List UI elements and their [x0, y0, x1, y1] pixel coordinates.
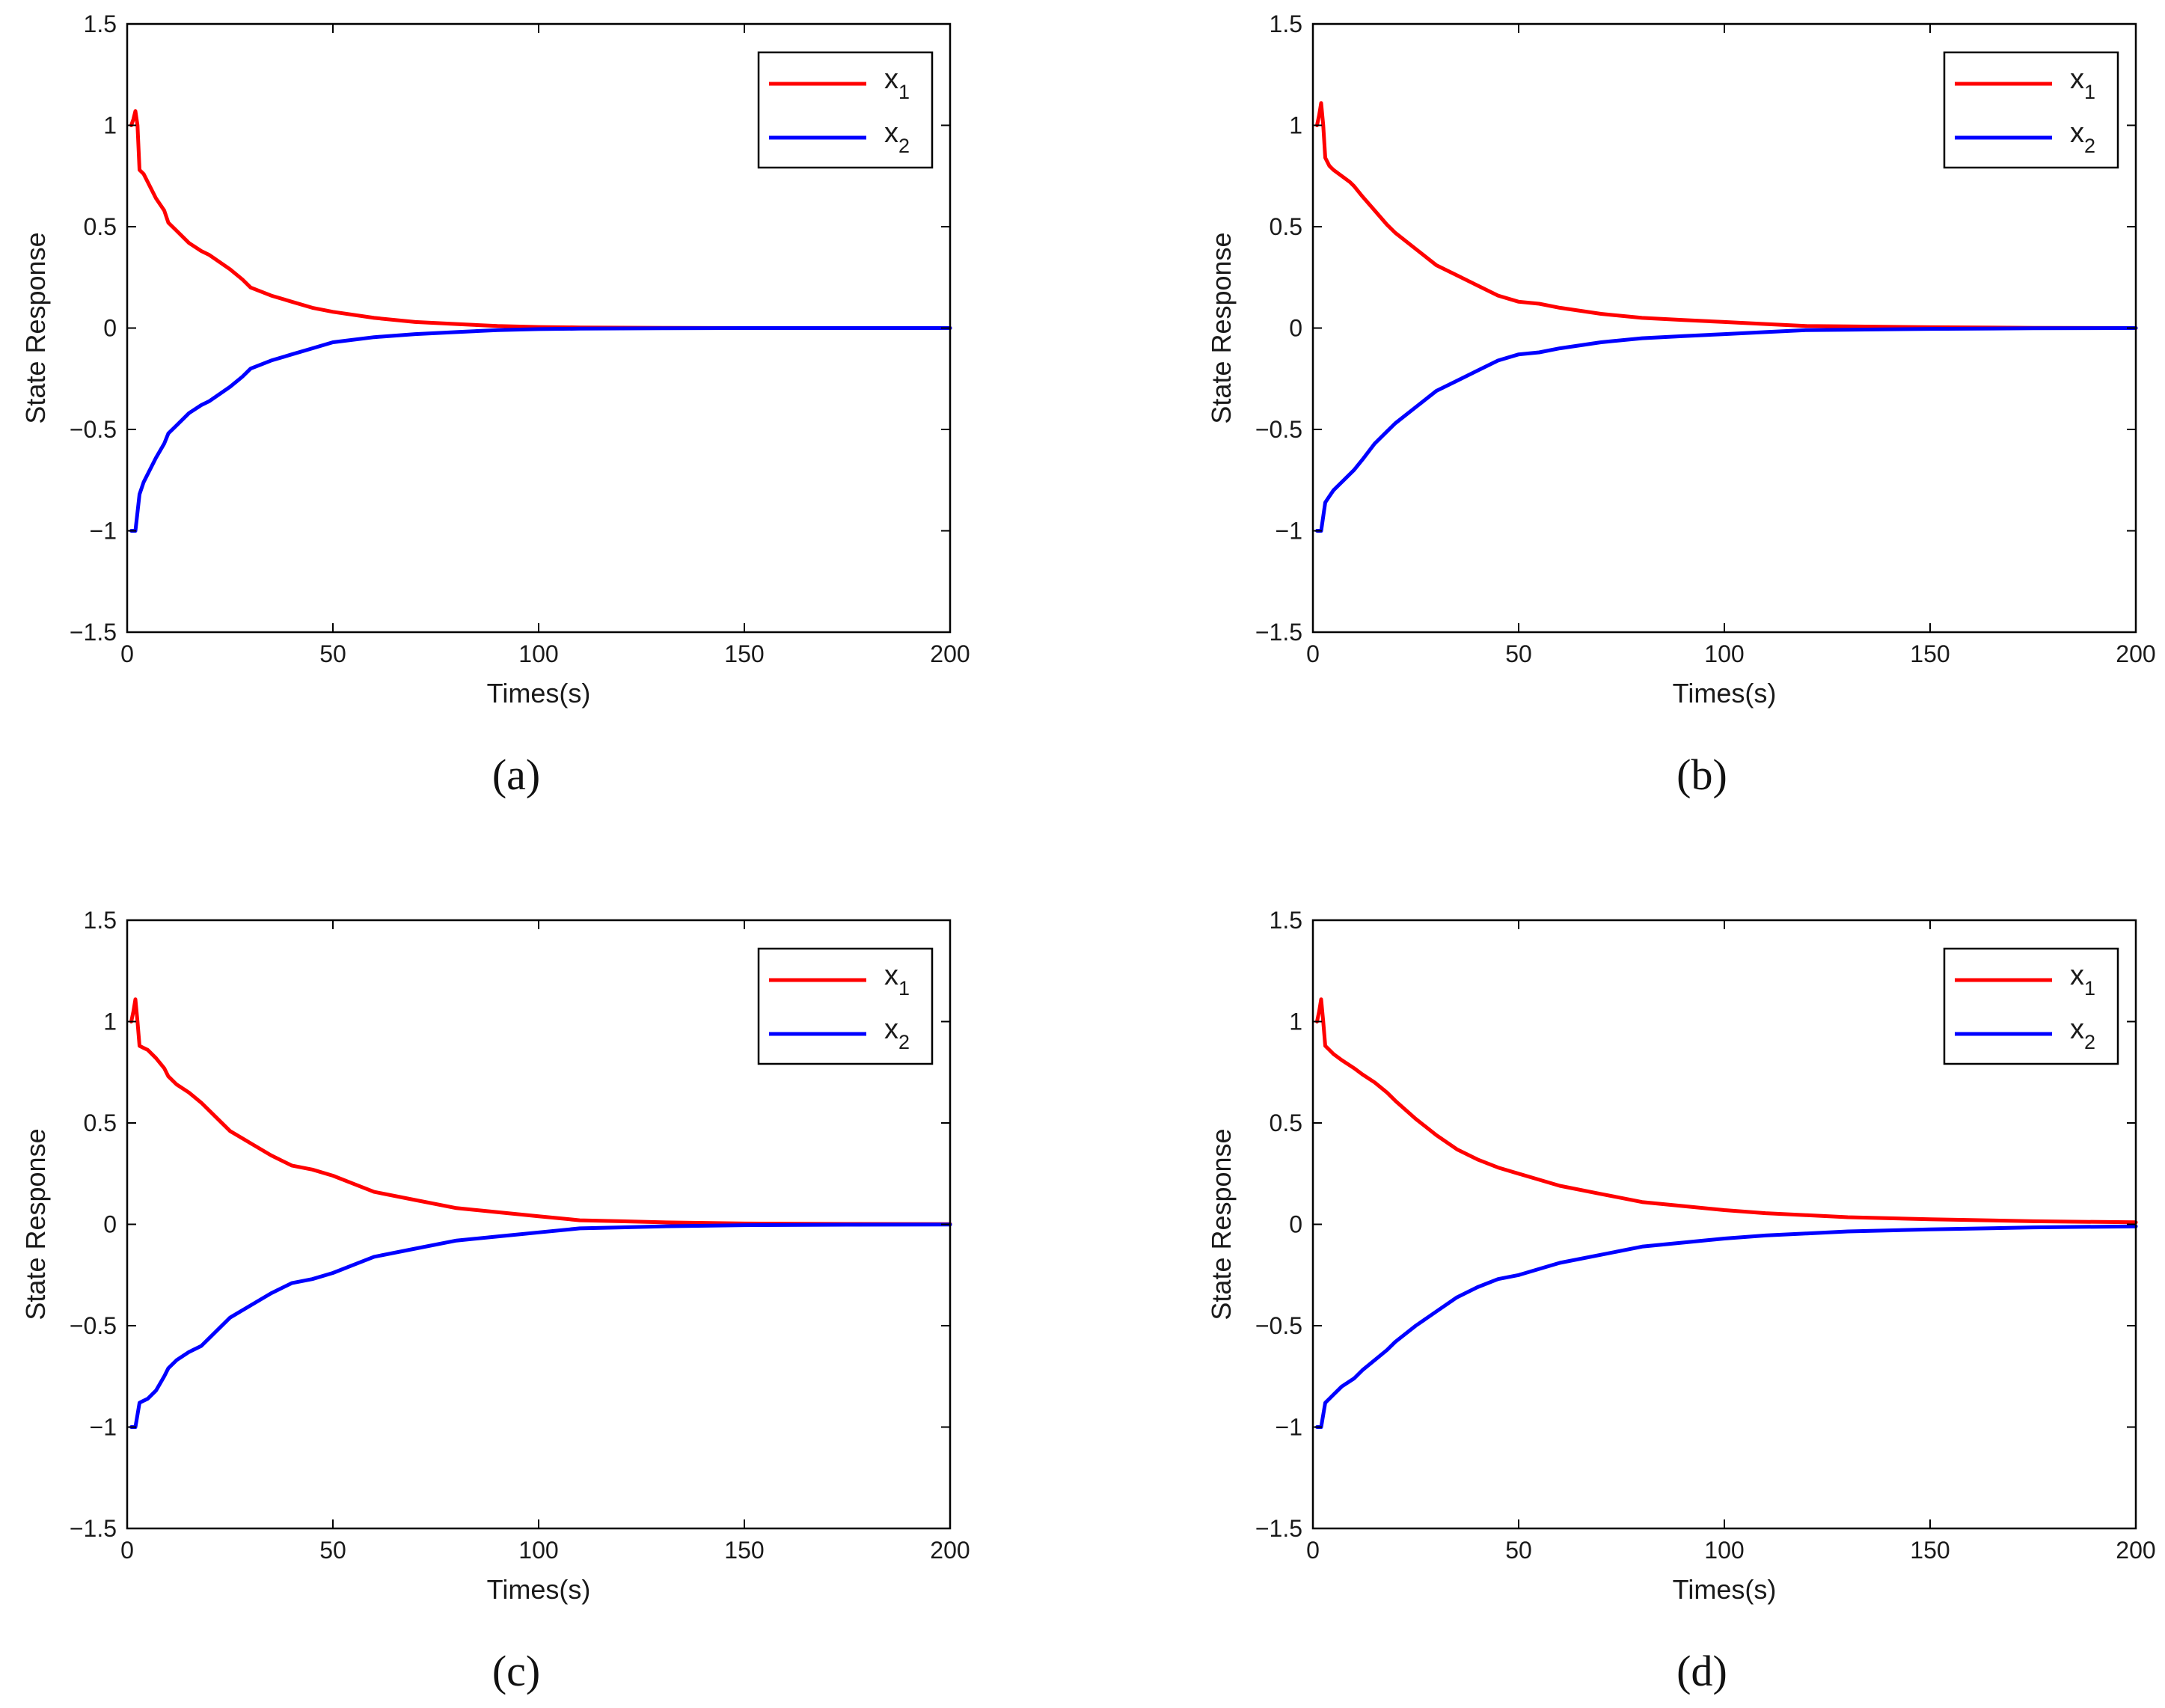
y-axis-label: State Response — [20, 1128, 51, 1320]
x-tick-label: 50 — [319, 640, 346, 667]
y-tick-label: 1 — [103, 1008, 117, 1035]
y-tick-label: 1.5 — [84, 10, 117, 37]
chart-panel-d: 0 50 100 150 200 −1.5 −1 −0.5 0 0.5 1 1.5 Times(s) St… — [1206, 907, 2156, 1605]
x-tick-label: 150 — [1910, 640, 1950, 667]
x-tick-label: 0 — [1306, 640, 1320, 667]
chart-panel-b: 0 50 100 150 200 −1.5 −1 −0.5 0 0.5 1 1.5 Times(s) St… — [1206, 10, 2156, 708]
legend-label-x1: x1 — [884, 960, 910, 1000]
y-tick-label: 0 — [1289, 1211, 1302, 1238]
y-tick-label: 0.5 — [1270, 1109, 1302, 1136]
y-tick-label: 0 — [103, 1211, 117, 1238]
legend-label-x1: x1 — [884, 64, 910, 103]
legend-box — [757, 51, 934, 169]
legend-label-x1: x1 — [2070, 64, 2095, 103]
y-axis-label: State Response — [1206, 1128, 1237, 1320]
y-tick-label: 0.5 — [84, 213, 117, 240]
chart-panel-a: 0 50 100 150 200 −1.5 −1 −0.5 0 0.5 1 1.5 Times(s) St… — [20, 10, 970, 708]
series-line-x2 — [129, 326, 952, 533]
legend-label-x2: x2 — [2070, 1014, 2095, 1053]
panel-caption: (b) — [1676, 750, 1727, 799]
y-tick-label: −0.5 — [70, 416, 117, 443]
y-tick-label: 0 — [1289, 315, 1302, 342]
y-tick-label: 0.5 — [84, 1109, 117, 1136]
y-tick-label: 0 — [103, 315, 117, 342]
y-tick-label: −1 — [90, 1414, 117, 1441]
panel-caption: (c) — [492, 1647, 540, 1695]
legend-label-x2: x2 — [884, 117, 910, 157]
y-tick-label: 1 — [103, 112, 117, 139]
y-tick-label: −1 — [1276, 518, 1302, 545]
x-axis-label: Times(s) — [1673, 678, 1777, 708]
y-tick-label: 1.5 — [84, 907, 117, 934]
legend-box — [1943, 947, 2119, 1065]
y-axis-label: State Response — [20, 232, 51, 423]
y-tick-label: 1 — [1289, 1008, 1302, 1035]
series-line-x2 — [1315, 1224, 2138, 1429]
series-line-x1 — [129, 109, 952, 330]
y-tick-label: −0.5 — [1255, 1312, 1302, 1339]
x-tick-label: 200 — [2116, 1537, 2155, 1564]
y-tick-label: −0.5 — [1255, 416, 1302, 443]
series-line-x1 — [129, 997, 952, 1226]
x-tick-label: 150 — [724, 640, 764, 667]
y-tick-label: −1.5 — [1255, 1515, 1302, 1542]
x-tick-label: 100 — [1704, 1537, 1744, 1564]
series-line-x2 — [1315, 326, 2138, 533]
legend-label-x2: x2 — [884, 1014, 910, 1053]
x-tick-label: 0 — [120, 1537, 134, 1564]
x-tick-label: 150 — [724, 1537, 764, 1564]
x-axis-label: Times(s) — [487, 1574, 591, 1605]
legend-label-x2: x2 — [2070, 117, 2095, 157]
x-tick-label: 50 — [1505, 1537, 1532, 1564]
y-tick-label: −1 — [90, 518, 117, 545]
x-axis-label: Times(s) — [1673, 1574, 1777, 1605]
x-tick-label: 50 — [319, 1537, 346, 1564]
x-tick-label: 100 — [518, 1537, 558, 1564]
y-tick-label: 0.5 — [1270, 213, 1302, 240]
y-tick-label: 1 — [1289, 112, 1302, 139]
legend-label-x1: x1 — [2070, 960, 2095, 1000]
x-tick-label: 50 — [1505, 640, 1532, 667]
x-tick-label: 200 — [2116, 640, 2155, 667]
y-axis-label: State Response — [1206, 232, 1237, 423]
panel-caption: (d) — [1676, 1647, 1727, 1695]
x-tick-label: 200 — [930, 1537, 970, 1564]
x-tick-label: 0 — [120, 640, 134, 667]
x-tick-label: 100 — [518, 640, 558, 667]
y-tick-label: −1.5 — [70, 1515, 117, 1542]
x-tick-label: 150 — [1910, 1537, 1950, 1564]
y-tick-label: 1.5 — [1270, 907, 1302, 934]
x-tick-label: 0 — [1306, 1537, 1320, 1564]
legend-box — [757, 947, 934, 1065]
series-line-x1 — [1315, 997, 2138, 1225]
legend-box — [1943, 51, 2119, 169]
x-tick-label: 200 — [930, 640, 970, 667]
series-line-x2 — [129, 1222, 952, 1429]
x-tick-label: 100 — [1704, 640, 1744, 667]
y-tick-label: −0.5 — [70, 1312, 117, 1339]
y-tick-label: 1.5 — [1270, 10, 1302, 37]
panel-caption: (a) — [492, 750, 540, 799]
y-tick-label: −1 — [1276, 1414, 1302, 1441]
chart-panel-c: 0 50 100 150 200 −1.5 −1 −0.5 0 0.5 1 1.5 Times(s) St… — [20, 907, 970, 1605]
y-tick-label: −1.5 — [70, 619, 117, 646]
y-tick-label: −1.5 — [1255, 619, 1302, 646]
x-axis-label: Times(s) — [487, 678, 591, 708]
series-line-x1 — [1315, 101, 2138, 330]
